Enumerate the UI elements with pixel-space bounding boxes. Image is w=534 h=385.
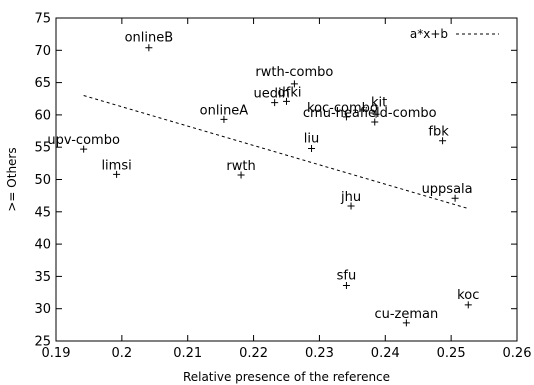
data-point-onlineA: onlineA (200, 103, 249, 123)
point-marker (80, 145, 88, 153)
x-tick-label: 0.23 (305, 346, 334, 361)
x-tick-label: 0.26 (503, 346, 532, 361)
point-label: sfu (337, 268, 357, 283)
data-point-onlineB: onlineB (125, 31, 174, 52)
legend-label: a*x+b (410, 27, 448, 41)
point-label: onlineA (200, 103, 249, 118)
y-tick-label: 75 (34, 12, 51, 27)
plot-frame (55, 17, 518, 342)
data-point-koc-combo: koc-combo (307, 101, 378, 121)
point-marker (271, 99, 279, 107)
y-tick-label: 50 (34, 173, 51, 188)
point-marker (439, 137, 447, 145)
y-tick-label: 25 (34, 335, 51, 350)
x-tick-label: 0.22 (239, 346, 268, 361)
y-tick-label: 55 (34, 141, 51, 156)
data-point-rwth-combo: rwth-combo (255, 65, 333, 88)
x-tick-label: 0.21 (173, 346, 202, 361)
point-label: cu-zeman (374, 307, 438, 322)
fit-line (83, 95, 469, 210)
data-point-cmu-heafield-combo: cmu-heafield-combo (303, 106, 437, 126)
data-point-limsi: limsi (101, 158, 132, 178)
point-label: rwth (226, 159, 255, 174)
x-tick-label: 0.2 (112, 346, 133, 361)
data-point-dfki: dfki (278, 85, 302, 105)
y-tick-label: 60 (34, 108, 51, 123)
data-point-uedin: uedin (253, 87, 290, 107)
point-label: jhu (340, 190, 361, 205)
point-marker (113, 170, 121, 178)
point-marker (451, 194, 459, 202)
point-label: limsi (101, 158, 131, 173)
data-point-liu: liu (304, 131, 319, 152)
point-marker (145, 44, 153, 52)
data-point-kit: kit (371, 95, 387, 118)
point-marker (342, 113, 350, 121)
data-point-cu-zeman: cu-zeman (374, 307, 438, 327)
data-point-uppsala: uppsala (422, 182, 473, 202)
point-label: cmu-heafield-combo (303, 106, 437, 121)
point-marker (464, 301, 472, 309)
point-label: koc-combo (307, 101, 378, 116)
y-tick-label: 70 (34, 44, 51, 59)
x-tick-label: 0.24 (371, 346, 400, 361)
point-label: liu (304, 131, 319, 146)
y-tick-label: 35 (34, 270, 51, 285)
point-marker (347, 202, 355, 210)
x-axis-title: Relative presence of the reference (183, 370, 390, 384)
y-tick-label: 65 (34, 76, 51, 91)
data-point-sfu: sfu (337, 268, 357, 289)
point-marker (283, 97, 290, 105)
point-marker (290, 80, 298, 88)
point-marker (342, 281, 350, 289)
y-tick-label: 45 (34, 205, 51, 220)
data-point-fbk: fbk (428, 125, 449, 145)
y-tick-label: 40 (34, 238, 51, 253)
point-label: upv-combo (47, 133, 120, 148)
point-label: uppsala (422, 182, 473, 197)
point-label: onlineB (125, 31, 174, 46)
point-marker (220, 115, 228, 123)
data-point-upv-combo: upv-combo (47, 133, 120, 153)
point-label: rwth-combo (255, 65, 333, 80)
point-marker (308, 144, 316, 152)
y-axis-title: >= Others (5, 147, 19, 211)
point-marker (372, 110, 380, 118)
y-tick-label: 30 (34, 302, 51, 317)
data-point-jhu: jhu (340, 190, 361, 210)
x-tick-label: 0.25 (437, 346, 466, 361)
x-tick-label: 0.19 (42, 346, 71, 361)
point-label: uedin (253, 87, 289, 102)
data-point-koc: koc (457, 288, 479, 309)
data-point-rwth: rwth (226, 159, 256, 179)
point-label: kit (371, 95, 387, 110)
point-marker (371, 118, 379, 126)
point-marker (237, 171, 245, 179)
point-label: koc (457, 288, 479, 303)
point-label: fbk (428, 125, 449, 140)
point-marker (402, 319, 410, 327)
point-label: dfki (278, 85, 302, 100)
